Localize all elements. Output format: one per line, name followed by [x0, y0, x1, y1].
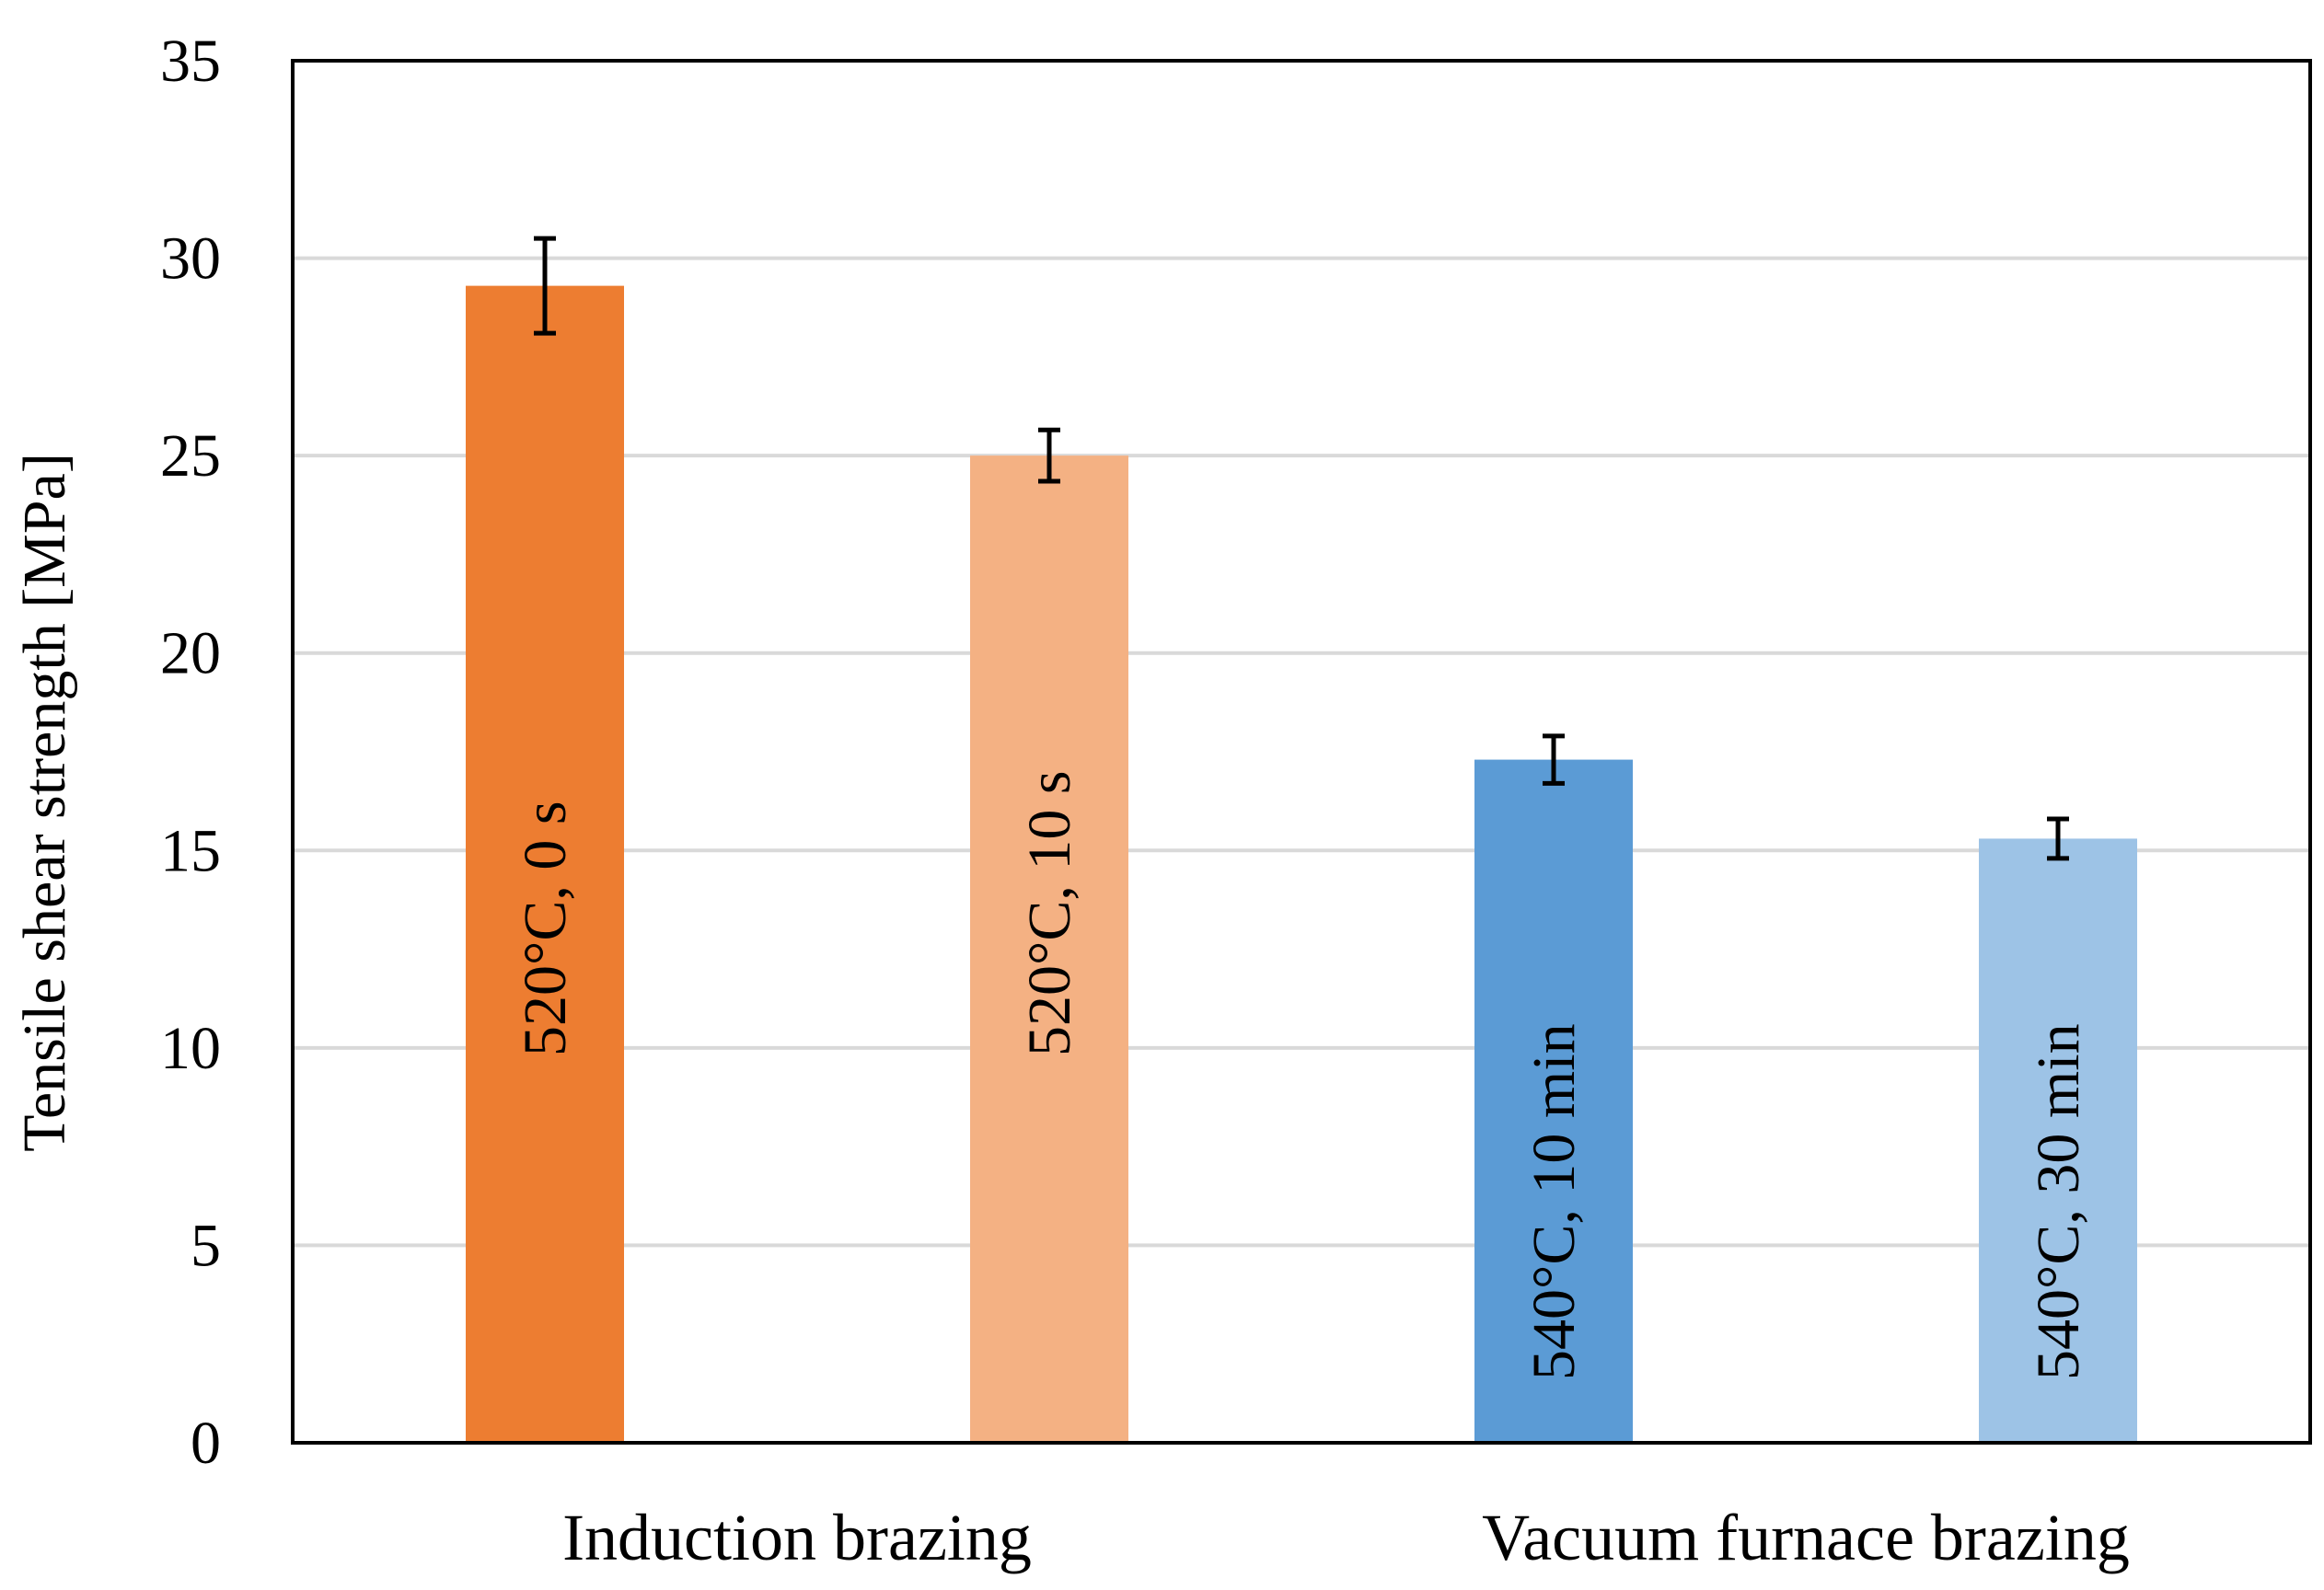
error-bar [534, 236, 556, 336]
bar [970, 455, 1128, 1444]
y-axis-title: Tensile shear strength [MPa] [11, 453, 78, 1152]
plot-frame [291, 59, 2312, 1445]
y-tick-label: 20 [160, 620, 221, 687]
error-bar [2047, 816, 2069, 861]
bar-label: 540°C, 30 min [2025, 1023, 2092, 1380]
y-tick-labels: 0 5 10 15 20 25 30 35 [160, 28, 221, 1477]
bar [1979, 838, 2137, 1443]
bar-label: 520°C, 0 s [512, 801, 579, 1056]
y-tick-label: 35 [160, 28, 221, 95]
bars-layer [466, 285, 2137, 1444]
y-tick-label: 25 [160, 422, 221, 490]
y-tick-label: 0 [191, 1410, 221, 1477]
error-bars-layer [534, 236, 2069, 861]
error-bar [1543, 733, 1565, 786]
x-category-label: Induction brazing [562, 1501, 1032, 1574]
y-tick-label: 10 [160, 1015, 221, 1082]
y-tick-label: 15 [160, 817, 221, 884]
bar-label: 540°C, 10 min [1520, 1023, 1588, 1380]
x-category-label: Vacuum furnace brazing [1482, 1501, 2130, 1574]
bar-labels-layer: 520°C, 0 s 520°C, 10 s 540°C, 10 min 540°C,… [512, 770, 2092, 1380]
x-category-labels: Induction brazing Vacuum furnace brazing [562, 1501, 2130, 1574]
y-tick-label: 30 [160, 225, 221, 293]
bar [1474, 759, 1633, 1443]
bar [466, 285, 624, 1443]
y-tick-label: 5 [191, 1212, 221, 1279]
plot-frame-layer [291, 59, 2312, 1445]
grid-layer [293, 256, 2310, 1248]
error-bar [1038, 427, 1060, 484]
bar-label: 520°C, 10 s [1016, 770, 1083, 1056]
